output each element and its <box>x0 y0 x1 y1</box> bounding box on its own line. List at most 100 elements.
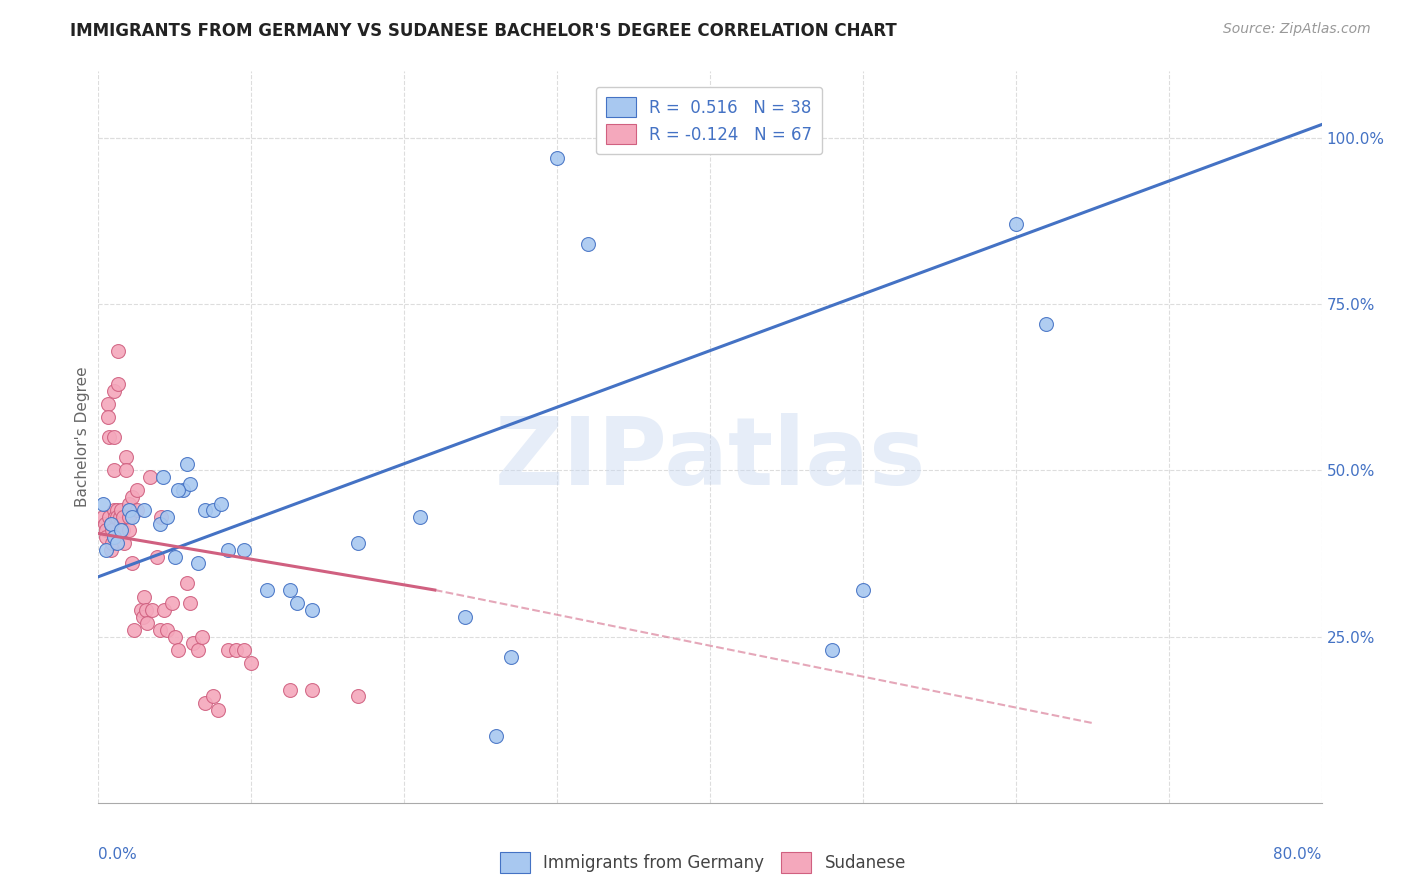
Point <box>97 397 120 411</box>
Point <box>118 523 141 537</box>
Point <box>546 151 568 165</box>
Point <box>129 603 152 617</box>
Point <box>217 643 239 657</box>
Text: IMMIGRANTS FROM GERMANY VS SUDANESE BACHELOR'S DEGREE CORRELATION CHART: IMMIGRANTS FROM GERMANY VS SUDANESE BACH… <box>70 22 897 40</box>
Point <box>256 582 278 597</box>
Point <box>225 643 247 657</box>
Point <box>103 430 125 444</box>
Point <box>121 509 143 524</box>
Point <box>110 516 132 531</box>
Point <box>91 497 114 511</box>
Point <box>105 503 128 517</box>
Point <box>167 483 190 498</box>
Point <box>485 729 508 743</box>
Point <box>1004 217 1026 231</box>
Point <box>111 523 134 537</box>
Point <box>136 616 159 631</box>
Point <box>94 543 117 558</box>
Text: ZIPatlas: ZIPatlas <box>495 413 925 505</box>
Point <box>121 557 143 571</box>
Point <box>111 509 134 524</box>
Point <box>118 497 141 511</box>
Point <box>104 509 127 524</box>
Point <box>145 549 167 564</box>
Point <box>110 503 132 517</box>
Point <box>139 470 162 484</box>
Point <box>232 643 254 657</box>
Point <box>98 430 121 444</box>
Point <box>103 530 125 544</box>
Point <box>91 509 114 524</box>
Point <box>347 536 370 550</box>
Point <box>821 643 844 657</box>
Point <box>1035 317 1057 331</box>
Point <box>100 516 122 531</box>
Point <box>454 609 477 624</box>
Point <box>163 549 186 564</box>
Text: 80.0%: 80.0% <box>1274 847 1322 862</box>
Point <box>105 536 128 550</box>
Point <box>207 703 229 717</box>
Point <box>285 596 308 610</box>
Point <box>100 543 122 558</box>
Point <box>194 503 217 517</box>
Point <box>118 503 141 517</box>
Point <box>202 503 225 517</box>
Point <box>347 690 370 704</box>
Point <box>179 596 201 610</box>
Point <box>149 516 172 531</box>
Point <box>187 643 209 657</box>
Point <box>576 237 599 252</box>
Point <box>103 503 125 517</box>
Point <box>103 463 125 477</box>
Point <box>301 603 323 617</box>
Point <box>108 509 131 524</box>
Point <box>112 536 135 550</box>
Point <box>115 450 138 464</box>
Point <box>408 509 430 524</box>
Point <box>103 384 125 398</box>
Point <box>167 643 190 657</box>
Point <box>132 609 155 624</box>
Point <box>160 596 183 610</box>
Point <box>852 582 875 597</box>
Point <box>101 536 124 550</box>
Point <box>501 649 523 664</box>
Point <box>194 696 217 710</box>
Point <box>122 623 145 637</box>
Y-axis label: Bachelor's Degree: Bachelor's Degree <box>75 367 90 508</box>
Point <box>101 523 124 537</box>
Point <box>94 523 117 537</box>
Point <box>152 470 174 484</box>
Point <box>153 603 176 617</box>
Point <box>97 410 120 425</box>
Point <box>187 557 209 571</box>
Point <box>100 516 122 531</box>
Point <box>202 690 225 704</box>
Point <box>181 636 204 650</box>
Point <box>93 516 115 531</box>
Text: 0.0%: 0.0% <box>98 847 138 862</box>
Point <box>209 497 232 511</box>
Point <box>150 509 173 524</box>
Point <box>107 376 129 391</box>
Point <box>107 343 129 358</box>
Point <box>172 483 194 498</box>
Point <box>232 543 254 558</box>
Point <box>105 509 128 524</box>
Point <box>125 503 148 517</box>
Point <box>149 623 172 637</box>
Point <box>98 509 121 524</box>
Point <box>179 476 201 491</box>
Point <box>118 509 141 524</box>
Point <box>121 490 143 504</box>
Point <box>134 503 156 517</box>
Legend: R =  0.516   N = 38, R = -0.124   N = 67: R = 0.516 N = 38, R = -0.124 N = 67 <box>596 87 823 154</box>
Legend: Immigrants from Germany, Sudanese: Immigrants from Germany, Sudanese <box>494 846 912 880</box>
Point <box>278 582 301 597</box>
Text: Source: ZipAtlas.com: Source: ZipAtlas.com <box>1223 22 1371 37</box>
Point <box>217 543 239 558</box>
Point <box>141 603 163 617</box>
Point <box>191 630 214 644</box>
Point <box>134 590 156 604</box>
